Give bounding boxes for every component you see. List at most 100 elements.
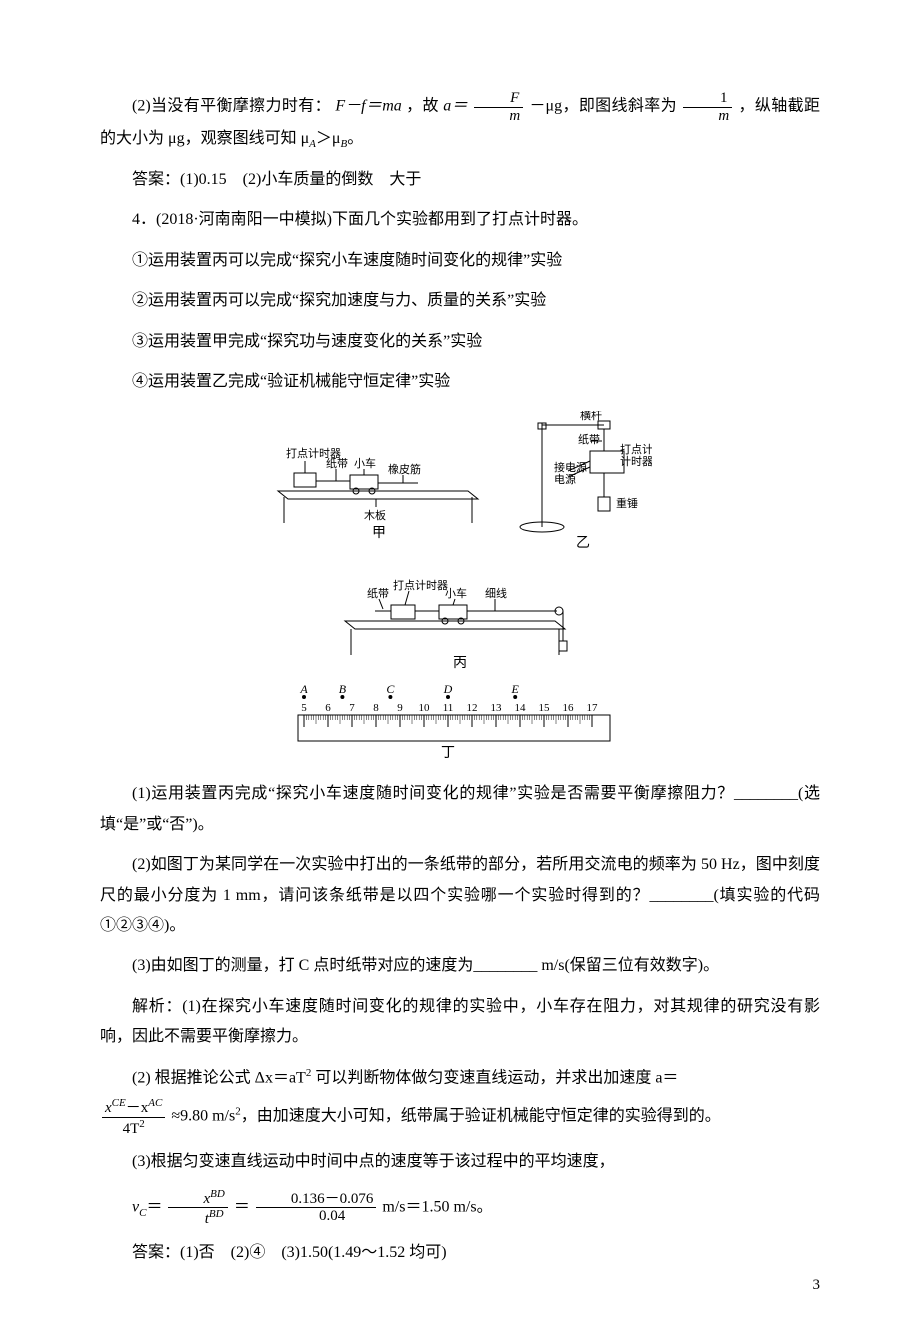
label-rubber: 橡皮筋 <box>388 462 421 476</box>
label-bing: 丙 <box>453 656 467 671</box>
AC: AC <box>148 1097 162 1109</box>
text: ，故 <box>406 98 443 115</box>
svg-text:9: 9 <box>397 702 403 714</box>
denominator: m <box>683 108 732 125</box>
svg-text:17: 17 <box>587 702 599 714</box>
diagram-row-1: 打点计时器 纸带 小车 橡皮筋 木板 甲 <box>100 411 820 551</box>
svg-text:15: 15 <box>539 702 551 714</box>
label-tape: 纸带 <box>367 587 389 600</box>
svg-text:11: 11 <box>443 702 454 714</box>
label-car: 小车 <box>354 456 376 470</box>
BD: BD <box>210 1188 225 1200</box>
eq-fma: F－f＝ma <box>335 98 402 115</box>
numerator: 1 <box>683 90 732 108</box>
text: a＝ <box>443 98 468 115</box>
label-board: 木板 <box>364 508 386 522</box>
x: x <box>105 1100 112 1116</box>
eq: ＝ <box>146 1198 162 1215</box>
numerator: xCE－xAC <box>102 1097 165 1118</box>
minus: －x <box>126 1100 149 1116</box>
question-4-sub1: (1)运用装置丙完成“探究小车速度随时间变化的规律”实验是否需要平衡摩擦阻力？_… <box>100 779 820 840</box>
label-yi: 乙 <box>576 535 590 551</box>
eq2: ＝ <box>234 1198 250 1215</box>
question-4-head: 4．(2018·河南南阳一中模拟)下面几个实验都用到了打点计时器。 <box>100 205 820 235</box>
fraction-xBD-over-tBD: xBD tBD <box>168 1188 227 1228</box>
answer-line-2: 答案：(1)否 (2)④ (3)1.50(1.49～1.52 均可) <box>100 1238 820 1268</box>
explanation-3: (3)根据匀变速直线运动中时间中点的速度等于该过程中的平均速度， <box>100 1147 820 1177</box>
fraction-1-over-m: 1 m <box>683 90 732 124</box>
label-power: 接电源 <box>554 460 587 474</box>
diagram-ding-ruler: 5 6 7 8 9 10 11 12 13 14 15 16 17 A B C D E 丁 <box>290 681 630 761</box>
label-string: 细线 <box>485 586 507 600</box>
text: ＞μ <box>316 130 341 147</box>
sub-A: A <box>309 138 316 150</box>
svg-text:14: 14 <box>515 702 527 714</box>
solution-para-2: (2)当没有平衡摩擦力时有： F－f＝ma ，故 a＝ F m －μg，即图线斜… <box>100 90 820 155</box>
sup2: 2 <box>139 1118 145 1130</box>
text: ≈9.80 m/s <box>171 1108 235 1125</box>
fraction-numbers: 0.136－0.076 0.04 <box>256 1191 377 1225</box>
svg-text:电源: 电源 <box>554 472 576 486</box>
label-tape: 纸带 <box>326 457 348 470</box>
denominator: m <box>474 108 523 125</box>
4T: 4T <box>123 1121 140 1137</box>
label-jia: 甲 <box>372 526 386 541</box>
svg-text:16: 16 <box>563 702 575 714</box>
diagram-yi: 横杆 纸带 打点计时器 计时器 接电源 电源 重锤 乙 <box>512 411 652 551</box>
text: 。 <box>347 130 363 147</box>
diagrams-block: 打点计时器 纸带 小车 橡皮筋 木板 甲 <box>100 411 820 761</box>
BD2: BD <box>209 1208 224 1220</box>
label-car: 小车 <box>445 586 467 600</box>
svg-text:13: 13 <box>491 702 503 714</box>
fraction-xCE-xAC-over-4T2: xCE－xAC 4T2 <box>102 1097 165 1137</box>
text: m/s＝1.50 m/s。 <box>382 1198 492 1215</box>
answer-line-1: 答案：(1)0.15 (2)小车质量的倒数 大于 <box>100 165 820 195</box>
text: ，由加速度大小可知，纸带属于验证机械能守恒定律的实验得到的。 <box>241 1108 721 1125</box>
svg-text:计时器: 计时器 <box>620 455 652 468</box>
diagram-bing: 纸带 打点计时器 小车 细线 丙 <box>335 561 585 671</box>
text: (2) 根据推论公式 Δx＝aT <box>132 1069 306 1086</box>
question-4-sub3: (3)由如图丁的测量，打 C 点时纸带对应的速度为________ m/s(保留… <box>100 951 820 981</box>
explanation-1: 解析：(1)在探究小车速度随时间变化的规律的实验中，小车存在阻力，对其规律的研究… <box>100 992 820 1053</box>
explanation-2b: xCE－xAC 4T2 ≈9.80 m/s 2 ，由加速度大小可知，纸带属于验证机械… <box>100 1097 820 1137</box>
svg-text:E: E <box>511 682 520 696</box>
question-4-item-2: ②运用装置丙可以完成“探究加速度与力、质量的关系”实验 <box>100 286 820 316</box>
svg-text:5: 5 <box>301 702 307 714</box>
svg-text:10: 10 <box>419 702 431 714</box>
question-4-item-4: ④运用装置乙完成“验证机械能守恒定律”实验 <box>100 367 820 397</box>
numerator: 0.136－0.076 <box>256 1191 377 1209</box>
numerator: xBD <box>168 1188 227 1209</box>
text: －μg，即图线斜率为 <box>530 98 677 115</box>
question-4-item-1: ①运用装置丙可以完成“探究小车速度随时间变化的规律”实验 <box>100 246 820 276</box>
question-4-sub2: (2)如图丁为某同学在一次实验中打出的一条纸带的部分，若所用交流电的频率为 50… <box>100 850 820 941</box>
svg-text:6: 6 <box>325 702 331 714</box>
CE: CE <box>112 1097 126 1109</box>
svg-text:12: 12 <box>467 702 478 714</box>
svg-text:D: D <box>443 682 453 696</box>
page-number: 3 <box>813 1277 821 1294</box>
label-weight: 重锤 <box>616 496 638 510</box>
fraction-F-over-m: F m <box>474 90 523 124</box>
svg-text:8: 8 <box>373 702 379 714</box>
svg-text:7: 7 <box>349 702 355 714</box>
label-timer: 打点计时器 <box>620 442 652 456</box>
diagram-row-3: 5 6 7 8 9 10 11 12 13 14 15 16 17 A B C D E 丁 <box>100 681 820 761</box>
label-timer: 打点计时器 <box>393 578 448 592</box>
svg-text:A: A <box>299 682 308 696</box>
label-tape: 纸带 <box>578 433 600 446</box>
vc-equation: vC＝ xBD tBD ＝ 0.136－0.076 0.04 m/s＝1.50 … <box>100 1188 820 1228</box>
text: (2)当没有平衡摩擦力时有： <box>132 98 331 115</box>
diagram-jia: 打点计时器 纸带 小车 橡皮筋 木板 甲 <box>268 411 488 541</box>
denominator: tBD <box>168 1208 227 1228</box>
denominator: 0.04 <box>256 1208 377 1225</box>
svg-text:丁: 丁 <box>441 746 455 761</box>
svg-text:B: B <box>339 682 347 696</box>
question-4-item-3: ③运用装置甲完成“探究功与速度变化的关系”实验 <box>100 327 820 357</box>
denominator: 4T2 <box>102 1118 165 1138</box>
explanation-2: (2) 根据推论公式 Δx＝aT2 可以判断物体做匀变速直线运动，并求出加速度 … <box>100 1063 820 1094</box>
label-bar: 横杆 <box>580 411 602 422</box>
numerator: F <box>474 90 523 108</box>
svg-text:C: C <box>386 682 395 696</box>
text: 可以判断物体做匀变速直线运动，并求出加速度 a＝ <box>311 1069 678 1086</box>
diagram-row-2: 纸带 打点计时器 小车 细线 丙 <box>100 561 820 671</box>
